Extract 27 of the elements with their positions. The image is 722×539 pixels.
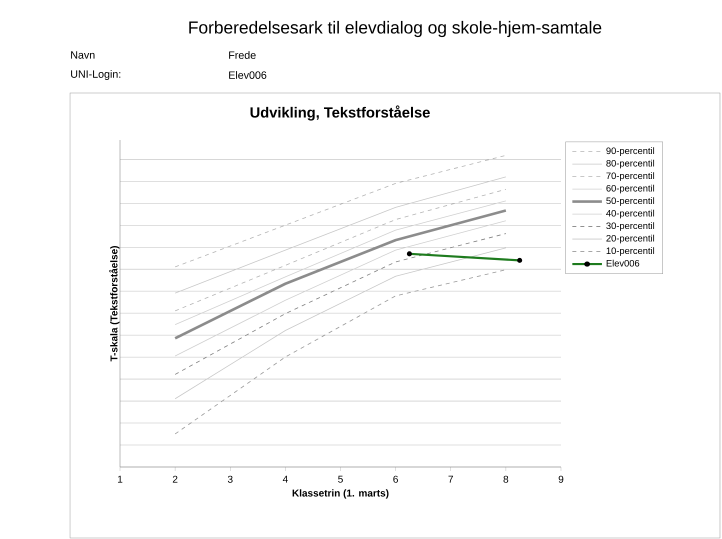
text: UNI-Login: [71,70,120,80]
x-axis-title: Klassetrin (1. marts) [292,489,389,499]
x-tick-label: 2 [172,476,178,483]
x-tick-label: 8 [504,476,508,483]
x-tick-label: 5 [338,476,343,483]
chart-title: Forberedelsesark til elevdialog og skole-hjem-samtale [189,20,602,38]
x-tick-label: 9 [558,476,564,483]
legend-label: 70-percentil [606,172,654,181]
legend-label: 50-percentil [606,197,654,206]
legend-label: 90-percentil [606,147,654,156]
y-axis-title: T-skala (Tekstforståelse) [109,246,120,362]
chart-subtitle: Udvikling, Tekstforståelse [250,105,430,121]
x-tick-label: 3 [228,476,233,483]
x-tick-label: 1 [118,476,122,483]
legend-label: 60-percentil [606,184,654,194]
legend-label: 10-percentil [606,247,654,256]
legend-label: 80-percentil [606,160,654,168]
legend-label: Elev006 [606,260,640,267]
x-tick-label: 7 [448,476,454,483]
legend-label: 40-percentil [606,210,654,218]
x-tick-label: 6 [393,476,398,483]
text: Frede [229,51,256,59]
text: Navn [71,51,94,59]
text: Elev006 [229,71,266,79]
legend-label: 30-percentil [606,222,654,231]
x-tick-label: 4 [282,476,288,483]
legend-label: 20-percentil [606,234,654,244]
